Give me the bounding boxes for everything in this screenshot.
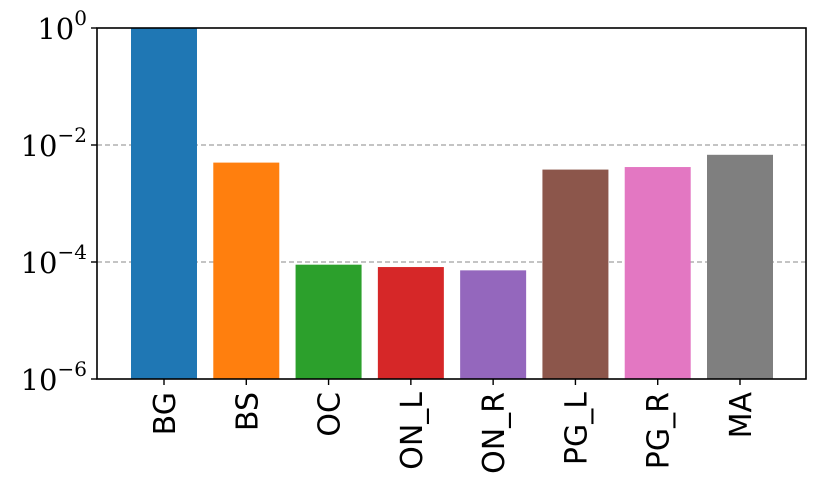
bar-oc [295, 264, 362, 379]
x-tick-label: BG [148, 392, 183, 435]
bar-pg-l [542, 169, 609, 379]
bar-on-r [460, 270, 527, 379]
y-tick-base: 10 [21, 363, 58, 397]
y-tick-exponent: −4 [58, 240, 87, 264]
x-tick-label: PG_L [559, 392, 594, 465]
y-tick-label: 10−2 [21, 123, 87, 163]
plot-area-frame [96, 27, 807, 380]
y-tick-base: 10 [21, 129, 58, 163]
y-tick-label: 10−4 [21, 240, 87, 280]
y-tick-base: 10 [37, 12, 74, 46]
x-tick-label: ON_L [395, 392, 430, 470]
x-tick-label: OC [313, 392, 348, 437]
bar-bs [213, 162, 280, 379]
y-tick-base: 10 [21, 246, 58, 280]
y-tick-exponent: −2 [58, 123, 87, 147]
x-tick-label: PG_R [642, 392, 677, 469]
x-tick-label: ON_R [477, 392, 512, 474]
bar-pg-r [624, 167, 691, 379]
y-tick-exponent: −6 [58, 357, 87, 381]
x-tick-label: BS [230, 392, 265, 431]
y-tick-exponent: 0 [74, 6, 87, 30]
x-tick-label: MA [724, 392, 759, 439]
grid-lines [97, 144, 806, 263]
bars [131, 28, 773, 379]
bar-bg [131, 28, 197, 379]
bar-ma [707, 154, 773, 379]
x-axis-ticks: BG BS OC ON_L ON_R PG_L PG_R MA [148, 379, 759, 474]
y-tick-label: 10−6 [21, 357, 87, 397]
bar-on-l [377, 267, 444, 379]
y-tick-label: 100 [37, 6, 87, 46]
